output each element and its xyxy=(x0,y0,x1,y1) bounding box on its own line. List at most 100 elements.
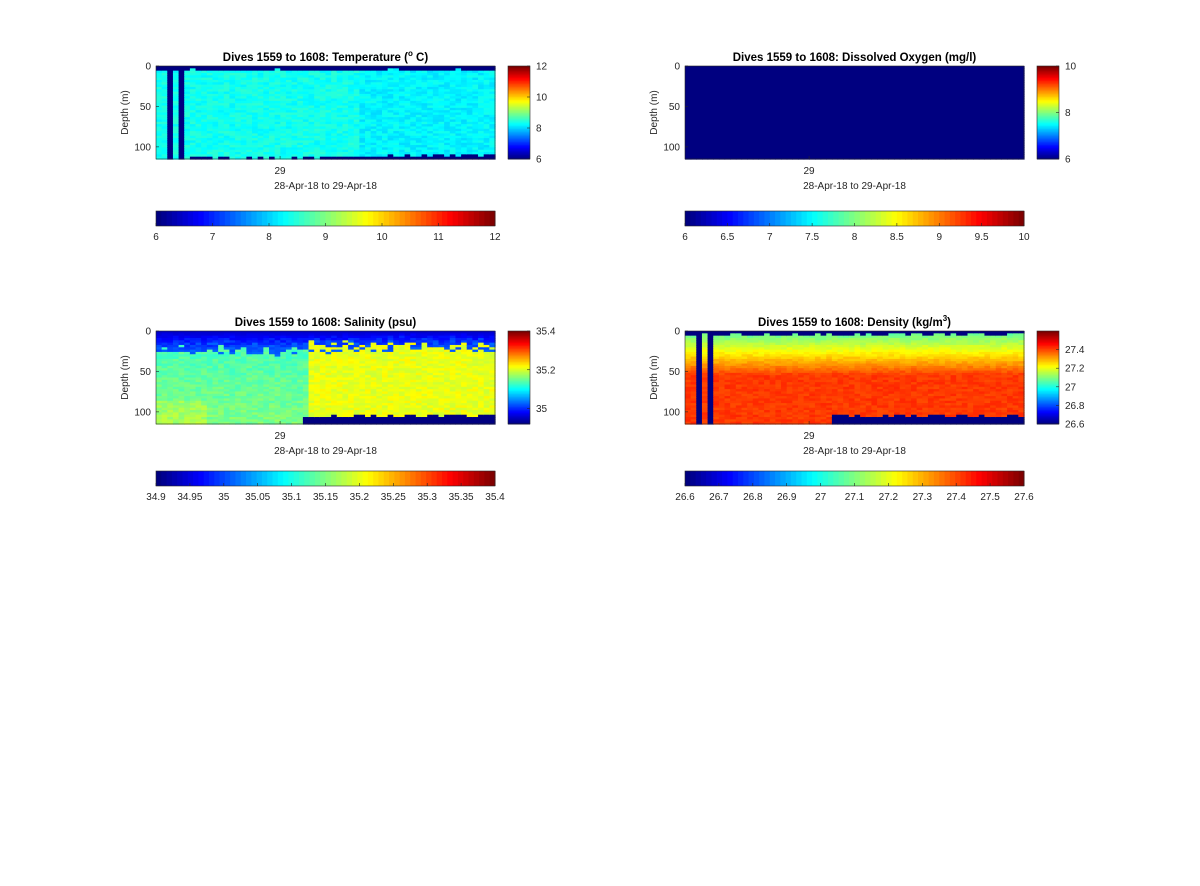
heatmap-cell xyxy=(156,107,163,111)
heatmap-cell xyxy=(325,156,332,160)
heatmap-cell xyxy=(472,98,479,102)
heatmap-cell xyxy=(696,133,703,137)
heatmap-cell xyxy=(229,75,236,79)
heatmap-cell xyxy=(387,72,394,76)
heatmap-cell xyxy=(466,75,473,79)
heatmap-cell xyxy=(865,112,873,116)
heatmap-cell xyxy=(297,105,304,109)
heatmap-cell xyxy=(837,98,844,102)
heatmap-cell xyxy=(848,89,856,93)
heatmap-cell xyxy=(781,121,788,125)
heatmap-cell xyxy=(178,77,185,81)
heatmap-cell xyxy=(302,89,310,93)
heatmap-cell xyxy=(280,138,287,141)
heatmap-cell xyxy=(718,91,726,95)
heatmap-cell xyxy=(803,84,810,88)
heatmap-cell xyxy=(916,100,923,104)
heatmap-cell xyxy=(718,126,726,130)
heatmap-cell xyxy=(696,117,703,121)
heatmap-cell xyxy=(387,126,394,130)
heatmap-cell xyxy=(769,135,776,139)
heatmap-cell xyxy=(899,89,906,93)
heatmap-cell xyxy=(461,75,468,79)
heatmap-cell xyxy=(764,156,771,160)
heatmap-cell xyxy=(848,107,856,111)
heatmap-cell xyxy=(922,121,929,125)
heatmap-cell xyxy=(877,142,884,146)
heatmap-cell xyxy=(308,147,315,151)
heatmap-cell xyxy=(730,77,737,81)
heatmap-cell xyxy=(240,89,247,93)
heatmap-cell xyxy=(701,142,709,146)
heatmap-cell xyxy=(167,91,174,95)
heatmap-cell xyxy=(455,86,462,90)
heatmap-cell xyxy=(939,147,946,151)
heatmap-cell xyxy=(206,124,214,128)
heatmap-cell xyxy=(302,68,310,72)
heatmap-cell xyxy=(478,140,485,144)
heatmap-cell xyxy=(449,82,457,86)
heatmap-cell xyxy=(319,77,327,81)
heatmap-cell xyxy=(206,138,214,141)
heatmap-cell xyxy=(843,100,850,104)
heatmap-cell xyxy=(172,86,180,90)
heatmap-cell xyxy=(235,126,242,130)
heatmap-cell xyxy=(911,126,918,130)
heatmap-cell xyxy=(178,96,185,100)
heatmap-cell xyxy=(735,119,743,123)
heatmap-cell xyxy=(263,152,270,155)
colorbar-step xyxy=(203,211,210,226)
heatmap-cell xyxy=(786,103,793,107)
heatmap-cell xyxy=(707,93,714,97)
heatmap-cell xyxy=(167,140,174,144)
heatmap-cell xyxy=(212,124,219,128)
heatmap-cell xyxy=(865,79,873,83)
heatmap-cell xyxy=(415,133,423,137)
heatmap-cell xyxy=(837,135,844,139)
heatmap-cell xyxy=(421,86,428,90)
heatmap-cell xyxy=(860,138,867,141)
heatmap-cell xyxy=(472,124,479,128)
heatmap-cell xyxy=(814,124,822,128)
heatmap-cell xyxy=(319,114,327,118)
heatmap-cell xyxy=(472,89,479,93)
heatmap-cell xyxy=(843,91,850,95)
heatmap-cell xyxy=(854,75,861,79)
heatmap-cell xyxy=(382,128,389,132)
heatmap-cell xyxy=(871,147,878,151)
heatmap-cell xyxy=(325,124,332,128)
heatmap-cell xyxy=(461,91,468,95)
heatmap-cell xyxy=(376,131,383,135)
heatmap-cell xyxy=(933,112,940,116)
heatmap-cell xyxy=(713,114,720,118)
heatmap-cell xyxy=(195,93,202,97)
heatmap-cell xyxy=(848,124,856,128)
heatmap-cell xyxy=(319,152,327,155)
heatmap-cell xyxy=(172,117,180,121)
heatmap-cell xyxy=(172,93,180,97)
heatmap-cell xyxy=(814,147,822,151)
heatmap-cell xyxy=(269,149,276,153)
heatmap-cell xyxy=(240,119,247,123)
heatmap-cell xyxy=(781,110,788,114)
heatmap-cell xyxy=(685,140,692,144)
colorbar-step xyxy=(508,128,530,131)
heatmap-cell xyxy=(741,72,748,76)
heatmap-cell xyxy=(809,114,816,118)
heatmap-cell xyxy=(195,119,202,123)
heatmap-cell xyxy=(882,103,889,107)
heatmap-cell xyxy=(685,96,692,100)
heatmap-cell xyxy=(240,124,247,128)
heatmap-cell xyxy=(387,105,394,109)
heatmap-cell xyxy=(922,147,929,151)
heatmap-cell xyxy=(427,121,434,125)
heatmap-cell xyxy=(701,131,709,135)
heatmap-cell xyxy=(735,117,743,121)
heatmap-cell xyxy=(461,79,468,83)
heatmap-cell xyxy=(353,68,360,72)
heatmap-cell xyxy=(421,117,428,121)
heatmap-cell xyxy=(701,107,709,111)
heatmap-cell xyxy=(370,110,377,114)
heatmap-cell xyxy=(438,89,445,93)
heatmap-cell xyxy=(461,110,468,114)
